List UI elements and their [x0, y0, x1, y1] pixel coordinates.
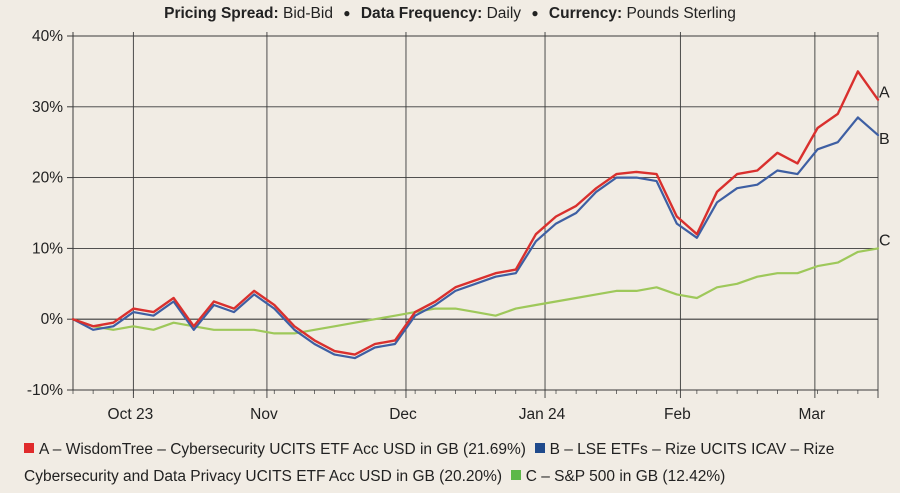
bullet-icon: ● [531, 6, 539, 20]
y-tick-label: -10% [27, 382, 63, 399]
series-line-c [71, 247, 880, 335]
series-end-label-a: A [879, 85, 890, 102]
y-tick-label: 30% [32, 99, 63, 116]
header-label-currency: Currency: [548, 5, 623, 22]
legend-label-b: B – LSE ETFs – Rize UCITS ICAV – Rize Cy… [24, 441, 835, 485]
legend-item-c: C – S&P 500 in GB (12.42%) [506, 468, 725, 485]
y-tick-label: 20% [32, 170, 63, 187]
chart-legend: A – WisdomTree – Cybersecurity UCITS ETF… [24, 436, 884, 490]
header-label-pricing: Pricing Spread: [164, 5, 279, 22]
line-chart: 40% 30% 20% 10% 0% -10% Oct 23 Nov Dec Jan 24 Feb M… [27, 28, 891, 423]
bullet-icon: ● [343, 6, 351, 20]
series-line-a [71, 70, 880, 356]
legend-label-a: A – WisdomTree – Cybersecurity UCITS ETF… [39, 441, 526, 458]
series-end-label-c: C [879, 232, 891, 249]
legend-item-b: B – LSE ETFs – Rize UCITS ICAV – Rize Cy… [24, 441, 834, 485]
x-tick-label: Jan 24 [519, 406, 566, 423]
series-line-b [71, 116, 880, 360]
legend-swatch-b [534, 443, 545, 453]
legend-swatch-c [510, 470, 521, 480]
legend-swatch-a [24, 443, 34, 453]
series-end-label-b: B [879, 131, 890, 148]
x-tick-label: Mar [799, 406, 826, 423]
header-value-frequency: Daily [486, 5, 522, 22]
header-label-frequency: Data Frequency: [360, 5, 483, 22]
header-value-pricing: Bid-Bid [282, 5, 333, 22]
x-tick-label: Dec [389, 406, 417, 423]
legend-item-a: A – WisdomTree – Cybersecurity UCITS ETF… [24, 441, 526, 458]
y-tick-label: 40% [32, 28, 63, 45]
chart-header: Pricing Spread: Bid-Bid ● Data Frequency… [0, 2, 900, 25]
x-tick-label: Feb [664, 406, 691, 423]
x-tick-label: Oct 23 [108, 406, 154, 423]
x-tick-label: Nov [250, 406, 278, 423]
header-value-currency: Pounds Sterling [626, 5, 736, 22]
y-tick-label: 10% [32, 240, 63, 257]
y-tick-label: 0% [41, 311, 64, 328]
legend-label-c: C – S&P 500 in GB (12.42%) [525, 468, 726, 485]
